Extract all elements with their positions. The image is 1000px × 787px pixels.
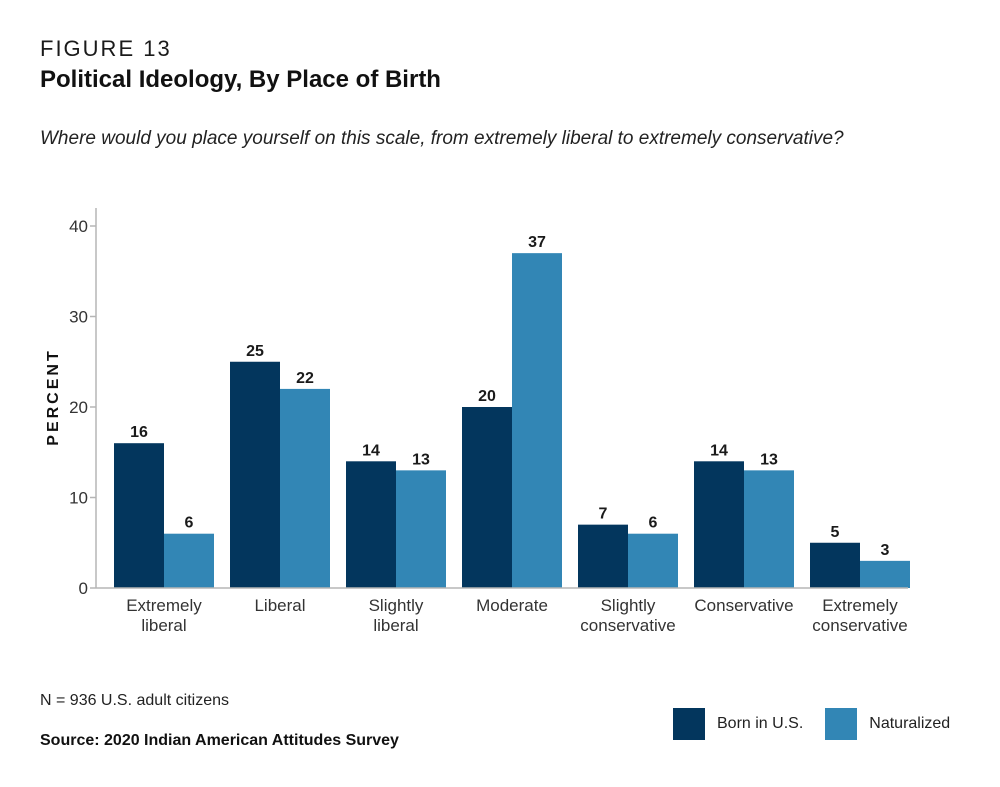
sample-note: N = 936 U.S. adult citizens bbox=[40, 692, 229, 709]
chart-subtitle: Where would you place yourself on this s… bbox=[40, 128, 844, 149]
y-tick-label: 40 bbox=[69, 217, 88, 236]
legend-swatch-born-in-us bbox=[673, 708, 705, 740]
x-tick-label: liberal bbox=[373, 616, 418, 635]
y-axis-label: PERCENT bbox=[45, 348, 62, 445]
bar-naturalized-slightly-conservative bbox=[628, 533, 678, 588]
bar-born-in-u-s-extremely-conservative bbox=[810, 542, 860, 588]
data-label: 25 bbox=[246, 343, 264, 360]
bar-born-in-u-s-slightly-conservative bbox=[578, 524, 628, 588]
x-tick-label: Extremely bbox=[126, 596, 202, 615]
x-tick-label: conservative bbox=[812, 616, 907, 635]
x-tick-label: Slightly bbox=[601, 596, 656, 615]
data-label: 20 bbox=[478, 388, 496, 405]
data-label: 14 bbox=[362, 442, 380, 459]
x-tick-label: conservative bbox=[580, 616, 675, 635]
x-tick-label: Conservative bbox=[694, 596, 793, 615]
bar-naturalized-conservative bbox=[744, 470, 794, 588]
x-tick-label: Moderate bbox=[476, 596, 548, 615]
data-label: 13 bbox=[412, 451, 430, 468]
data-label: 16 bbox=[130, 424, 148, 441]
data-label: 6 bbox=[185, 515, 194, 532]
x-tick-label: Slightly bbox=[369, 596, 424, 615]
chart-title: Political Ideology, By Place of Birth bbox=[40, 66, 441, 93]
y-tick-label: 30 bbox=[69, 308, 88, 327]
data-label: 3 bbox=[881, 542, 890, 559]
legend-label-naturalized: Naturalized bbox=[869, 715, 951, 732]
source-note: Source: 2020 Indian American Attitudes S… bbox=[40, 732, 399, 749]
y-tick-label: 10 bbox=[69, 489, 88, 508]
legend-swatch-naturalized bbox=[825, 708, 858, 740]
bar-born-in-u-s-extremely-liberal bbox=[114, 443, 164, 588]
data-label: 6 bbox=[649, 515, 658, 532]
bar-born-in-u-s-liberal bbox=[230, 361, 280, 588]
data-label: 22 bbox=[296, 370, 314, 387]
bar-born-in-u-s-slightly-liberal bbox=[346, 461, 396, 588]
x-tick-label: Liberal bbox=[254, 596, 305, 615]
bar-naturalized-extremely-conservative bbox=[860, 560, 910, 588]
y-tick-label: 20 bbox=[69, 398, 88, 417]
bar-naturalized-extremely-liberal bbox=[164, 533, 214, 588]
data-label: 7 bbox=[599, 506, 608, 523]
x-tick-label: liberal bbox=[141, 616, 186, 635]
bar-naturalized-liberal bbox=[280, 388, 330, 588]
x-tick-label: Extremely bbox=[822, 596, 898, 615]
data-label: 5 bbox=[831, 524, 840, 541]
bar-born-in-u-s-conservative bbox=[694, 461, 744, 588]
data-label: 14 bbox=[710, 442, 728, 459]
bar-born-in-u-s-moderate bbox=[462, 407, 512, 588]
data-label: 37 bbox=[528, 234, 546, 251]
y-tick-label: 0 bbox=[79, 579, 88, 598]
bar-naturalized-moderate bbox=[512, 253, 562, 588]
legend-item-naturalized: Naturalized bbox=[825, 708, 950, 740]
legend-label-born-in-us: Born in U.S. bbox=[717, 715, 804, 732]
chart-legend: Born in U.S. Naturalized bbox=[673, 708, 950, 740]
data-label: 13 bbox=[760, 451, 778, 468]
bar-naturalized-slightly-liberal bbox=[396, 470, 446, 588]
figure-label: FIGURE 13 bbox=[40, 36, 172, 61]
legend-item-born-in-us: Born in U.S. bbox=[673, 708, 803, 740]
